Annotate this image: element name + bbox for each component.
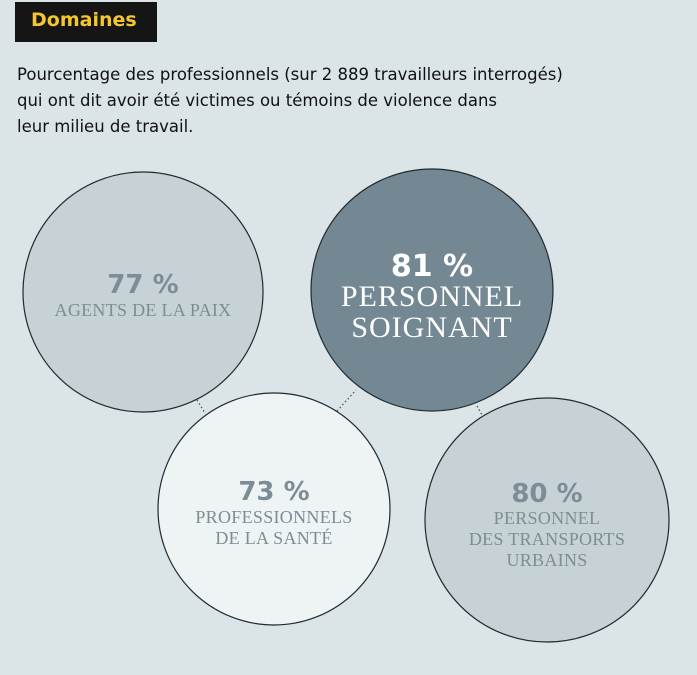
bubble-label-soignant: SOIGNANT	[351, 311, 512, 344]
bubble-label-transports: URBAINS	[506, 550, 587, 570]
bubble-agents: 77 %AGENTS DE LA PAIX	[22, 171, 264, 413]
bubble-circle-transports	[424, 397, 670, 643]
bubble-label-transports: DES TRANSPORTS	[469, 529, 625, 549]
bubble-label-transports: PERSONNEL	[494, 508, 601, 528]
connector-sante-soignant	[336, 389, 357, 412]
subtitle-line: qui ont dit avoir été victimes ou témoin…	[17, 91, 498, 110]
bubble-circle-sante	[157, 392, 391, 626]
connector-agents-sante	[196, 399, 206, 414]
bubble-value-sante: 73 %	[238, 477, 309, 507]
bubble-label-soignant: PERSONNEL	[341, 280, 523, 313]
bubble-circle-agents	[22, 171, 264, 413]
bubble-label-sante: PROFESSIONNELS	[195, 507, 352, 527]
bubble-label-sante: DE LA SANTÉ	[215, 527, 332, 548]
connector-soignant-transports	[476, 405, 483, 416]
bubble-label-agents: AGENTS DE LA PAIX	[55, 300, 232, 320]
subtitle-line: Pourcentage des professionnels (sur 2 88…	[17, 65, 563, 84]
bubble-value-soignant: 81 %	[391, 249, 473, 284]
bubble-value-transports: 80 %	[511, 479, 582, 509]
chart-subtitle: Pourcentage des professionnels (sur 2 88…	[17, 62, 667, 140]
subtitle-line: leur milieu de travail.	[17, 117, 194, 136]
bubble-circle-soignant	[310, 168, 554, 412]
bubble-value-agents: 77 %	[107, 270, 178, 300]
category-tag: Domaines	[15, 2, 157, 42]
